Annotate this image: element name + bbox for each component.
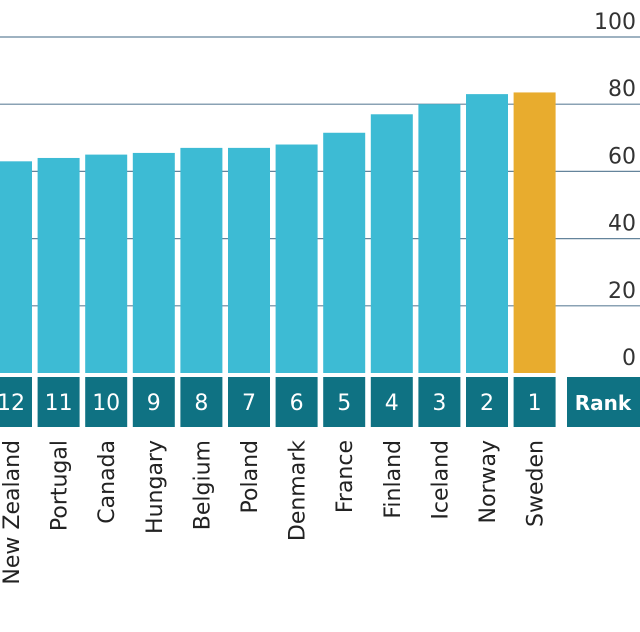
bar-new-zealand (0, 161, 32, 373)
bars (0, 92, 556, 374)
country-label: Norway (476, 440, 501, 523)
bar-canada (85, 154, 128, 373)
y-tick-label-100: 100 (594, 10, 636, 35)
rank-label: 7 (242, 391, 256, 416)
rank-box-4 (370, 377, 413, 427)
bar-iceland (418, 104, 461, 373)
rank-label: 1 (528, 391, 542, 416)
bar-sweden (513, 92, 556, 373)
rank-box-9 (132, 377, 175, 427)
rank-label: 10 (92, 391, 120, 416)
rank-header-box (567, 377, 640, 427)
rank-box-2 (466, 377, 508, 427)
bar-norway (466, 94, 508, 374)
country-label: Iceland (428, 440, 453, 520)
rank-header: Rank (575, 391, 632, 415)
country-label: Portugal (48, 440, 73, 531)
rank-label: 6 (290, 391, 304, 416)
bar-portugal (37, 157, 80, 373)
y-tick-label-40: 40 (608, 212, 636, 237)
y-tick-label-60: 60 (608, 144, 636, 169)
y-tick-label-80: 80 (608, 77, 636, 102)
country-label: Denmark (286, 440, 311, 541)
country-labels: New Zealand Portugal Canada Hungary Belgium P… (0, 440, 549, 585)
bar-finland (370, 114, 413, 373)
bar-hungary (132, 152, 175, 373)
country-label: Finland (381, 440, 406, 519)
rank-label: 12 (0, 391, 25, 416)
bar-denmark (275, 144, 318, 373)
country-label: Hungary (143, 440, 168, 534)
rank-box-7 (228, 377, 270, 427)
rank-label: 3 (432, 391, 446, 416)
bar-france (323, 132, 366, 373)
country-label: Belgium (190, 440, 215, 530)
country-label: Sweden (524, 440, 549, 527)
rank-box-3 (418, 377, 461, 427)
y-axis-ticks: 0 20 40 60 80 100 (594, 10, 636, 371)
rank-label: 5 (337, 391, 351, 416)
rank-label: 11 (45, 391, 73, 416)
rank-label: 8 (194, 391, 208, 416)
rank-box-5 (323, 377, 366, 427)
bar-poland (228, 147, 270, 373)
rank-label: 4 (385, 391, 399, 416)
bar-belgium (180, 147, 223, 373)
rank-box-11 (37, 377, 80, 427)
country-label: Poland (238, 440, 263, 513)
rank-box-10 (85, 377, 128, 427)
rank-label: 2 (480, 391, 494, 416)
rank-box-6 (275, 377, 318, 427)
country-label: France (333, 440, 358, 513)
rank-box-8 (180, 377, 223, 427)
rank-label: 9 (147, 391, 161, 416)
y-tick-label-0: 0 (622, 346, 636, 371)
rank-box-12 (0, 377, 32, 427)
rank-box-1 (513, 377, 556, 427)
country-label: New Zealand (0, 440, 25, 585)
country-label: Canada (95, 440, 120, 524)
y-tick-label-20: 20 (608, 279, 636, 304)
rank-row: 12 11 10 9 8 7 6 5 4 3 2 1 Rank (0, 377, 640, 427)
